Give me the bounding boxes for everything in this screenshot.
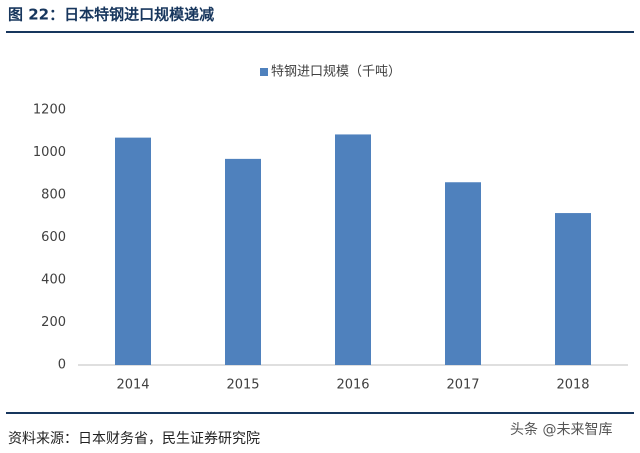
x-tick-label: 2018 [556,378,589,393]
y-tick-label: 200 [41,315,66,330]
y-tick-label: 1200 [33,103,66,118]
bar [115,137,151,365]
source-note: 资料来源：日本财务省，民生证券研究院 [8,431,260,447]
bar [445,182,481,365]
y-tick-label: 1000 [33,145,66,160]
x-tick-label: 2014 [116,378,149,393]
legend-label: 特钢进口规模（千吨） [271,65,401,80]
x-tick-label: 2016 [336,378,369,393]
bar [555,213,591,365]
x-tick-label: 2017 [446,378,479,393]
bar [335,134,371,365]
y-tick-label: 800 [41,188,66,203]
chart-title: 图 22：日本特钢进口规模递减 [8,6,214,24]
watermark: 头条 @未来智库 [510,421,612,438]
y-tick-label: 400 [41,273,66,288]
y-tick-label: 600 [41,230,66,245]
y-tick-label: 0 [58,358,66,373]
legend-swatch [260,68,268,76]
x-tick-label: 2015 [226,378,259,393]
bar [225,158,261,365]
